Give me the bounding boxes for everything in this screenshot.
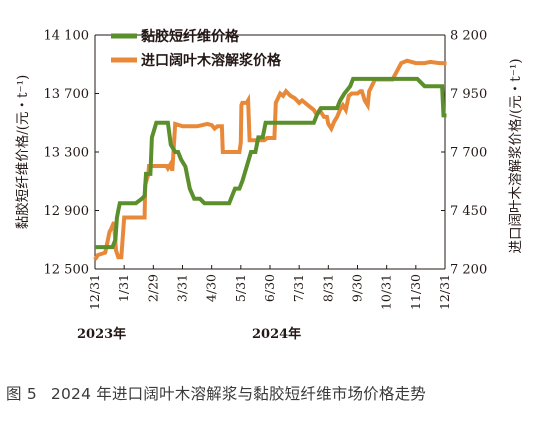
- y-right-tick-label: 8 200: [450, 29, 487, 44]
- x-tick-label: 10/31: [379, 274, 394, 310]
- year-label: 2023年: [77, 326, 126, 342]
- y-right-tick-label: 7 200: [450, 263, 487, 278]
- y-left-axis-title: 黏胶短纤维价格/(元・t⁻¹): [14, 75, 31, 230]
- chart-labels: 12 500 12 900 13 300 13 700 14 100 7 200 7 450…: [14, 29, 524, 343]
- x-tick-label: 11/30: [408, 274, 423, 310]
- figure-number: 图 5: [6, 385, 37, 403]
- x-tick-label: 12/31: [437, 274, 452, 310]
- x-tick-label: 1/31: [116, 274, 131, 302]
- y-right-axis-title: 进口阔叶木溶解浆价格/(元・t⁻¹): [508, 58, 524, 253]
- x-tick-label: 7/31: [291, 274, 306, 302]
- x-tick-label: 3/31: [175, 274, 190, 302]
- x-tick-label: 12/31: [87, 274, 102, 310]
- legend-label: 黏胶短纤维价格: [141, 28, 240, 45]
- x-tick-label: 9/30: [350, 274, 365, 302]
- y-left-tick-label: 14 100: [44, 29, 90, 44]
- y-right-tick-label: 7 700: [450, 146, 487, 161]
- figure-caption: 图 5 2024 年进口阔叶木溶解浆与黏胶短纤维市场价格走势: [6, 382, 426, 404]
- series-line-viscose: [95, 76, 447, 250]
- y-right-tick-label: 7 950: [450, 87, 487, 102]
- chart-series-layer: [93, 58, 447, 261]
- y-left-tick-label: 12 900: [44, 204, 90, 219]
- y-right-tick-label: 7 450: [450, 204, 487, 219]
- y-left-tick-label: 13 700: [44, 87, 90, 102]
- legend-label: 进口阔叶木溶解浆价格: [141, 52, 282, 69]
- x-tick-label: 5/31: [233, 274, 248, 302]
- figure-caption-text: 2024 年进口阔叶木溶解浆与黏胶短纤维市场价格走势: [50, 385, 426, 403]
- y-left-tick-label: 12 500: [44, 263, 90, 278]
- x-tick-label: 4/30: [204, 274, 219, 302]
- year-label: 2024年: [252, 326, 301, 342]
- x-tick-label: 6/30: [262, 274, 277, 302]
- y-left-tick-label: 13 300: [44, 146, 90, 161]
- x-tick-label: 8/31: [320, 274, 335, 302]
- series-line-pulp: [93, 58, 447, 261]
- chart-axes: [94, 34, 446, 270]
- x-tick-label: 2/29: [145, 274, 160, 302]
